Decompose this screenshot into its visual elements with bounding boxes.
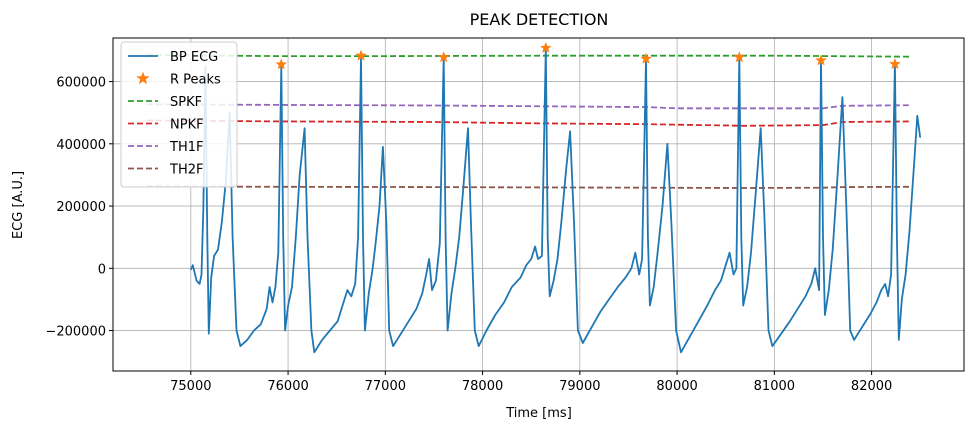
x-axis-label: Time [ms] xyxy=(505,406,572,421)
x-tick-label: 80000 xyxy=(656,379,697,394)
legend-label-npkf: NPKF xyxy=(170,118,204,133)
series-layer xyxy=(146,41,922,354)
legend-box xyxy=(120,41,238,188)
r-peak-marker xyxy=(889,57,901,70)
x-tick-label: 77000 xyxy=(365,379,406,394)
legend-label-th1f: TH1F xyxy=(169,140,203,155)
y-axis-label: ECG [A.U.] xyxy=(11,171,26,239)
r-peak-marker xyxy=(355,49,367,61)
chart-title: PEAK DETECTION xyxy=(470,10,609,29)
series-npkf xyxy=(146,119,911,127)
x-tick-label: 78000 xyxy=(462,379,503,394)
legend-label-bp-ecg: BP ECG xyxy=(170,50,218,65)
r-peak-marker xyxy=(733,51,746,63)
legend-label-r-peaks: R Peaks xyxy=(170,73,221,88)
r-peak-marker xyxy=(437,51,450,63)
legend-label-th2f: TH2F xyxy=(169,163,203,178)
plot-frame xyxy=(112,37,965,372)
y-tick-label: 600000 xyxy=(56,76,106,91)
y-tick-label: 0 xyxy=(98,262,106,277)
legend-swatch-r-peaks xyxy=(136,71,150,85)
legend: BP ECG R Peaks SPKF NPKF TH1F TH2F xyxy=(120,41,238,188)
legend-label-spkf: SPKF xyxy=(170,95,202,110)
r-peak-marker xyxy=(640,52,652,64)
x-tick-label: 81000 xyxy=(754,379,795,394)
x-tick-label: 79000 xyxy=(559,379,600,394)
y-tick-label: 200000 xyxy=(56,200,106,215)
x-tick-label: 76000 xyxy=(267,379,308,394)
x-tick-label: 75000 xyxy=(170,379,211,394)
y-tick-label: 400000 xyxy=(56,138,106,153)
series-bp-ecg xyxy=(189,46,922,354)
series-th1f xyxy=(146,103,911,110)
y-tick-label: −200000 xyxy=(45,325,106,340)
axis-ticks: 75000 76000 77000 78000 79000 80000 81000 82000… xyxy=(45,76,892,394)
r-peak-marker xyxy=(815,54,827,66)
r-peak-marker xyxy=(275,58,288,70)
r-peak-marker xyxy=(539,41,552,53)
series-spkf xyxy=(146,54,911,58)
x-tick-label: 82000 xyxy=(851,379,892,394)
